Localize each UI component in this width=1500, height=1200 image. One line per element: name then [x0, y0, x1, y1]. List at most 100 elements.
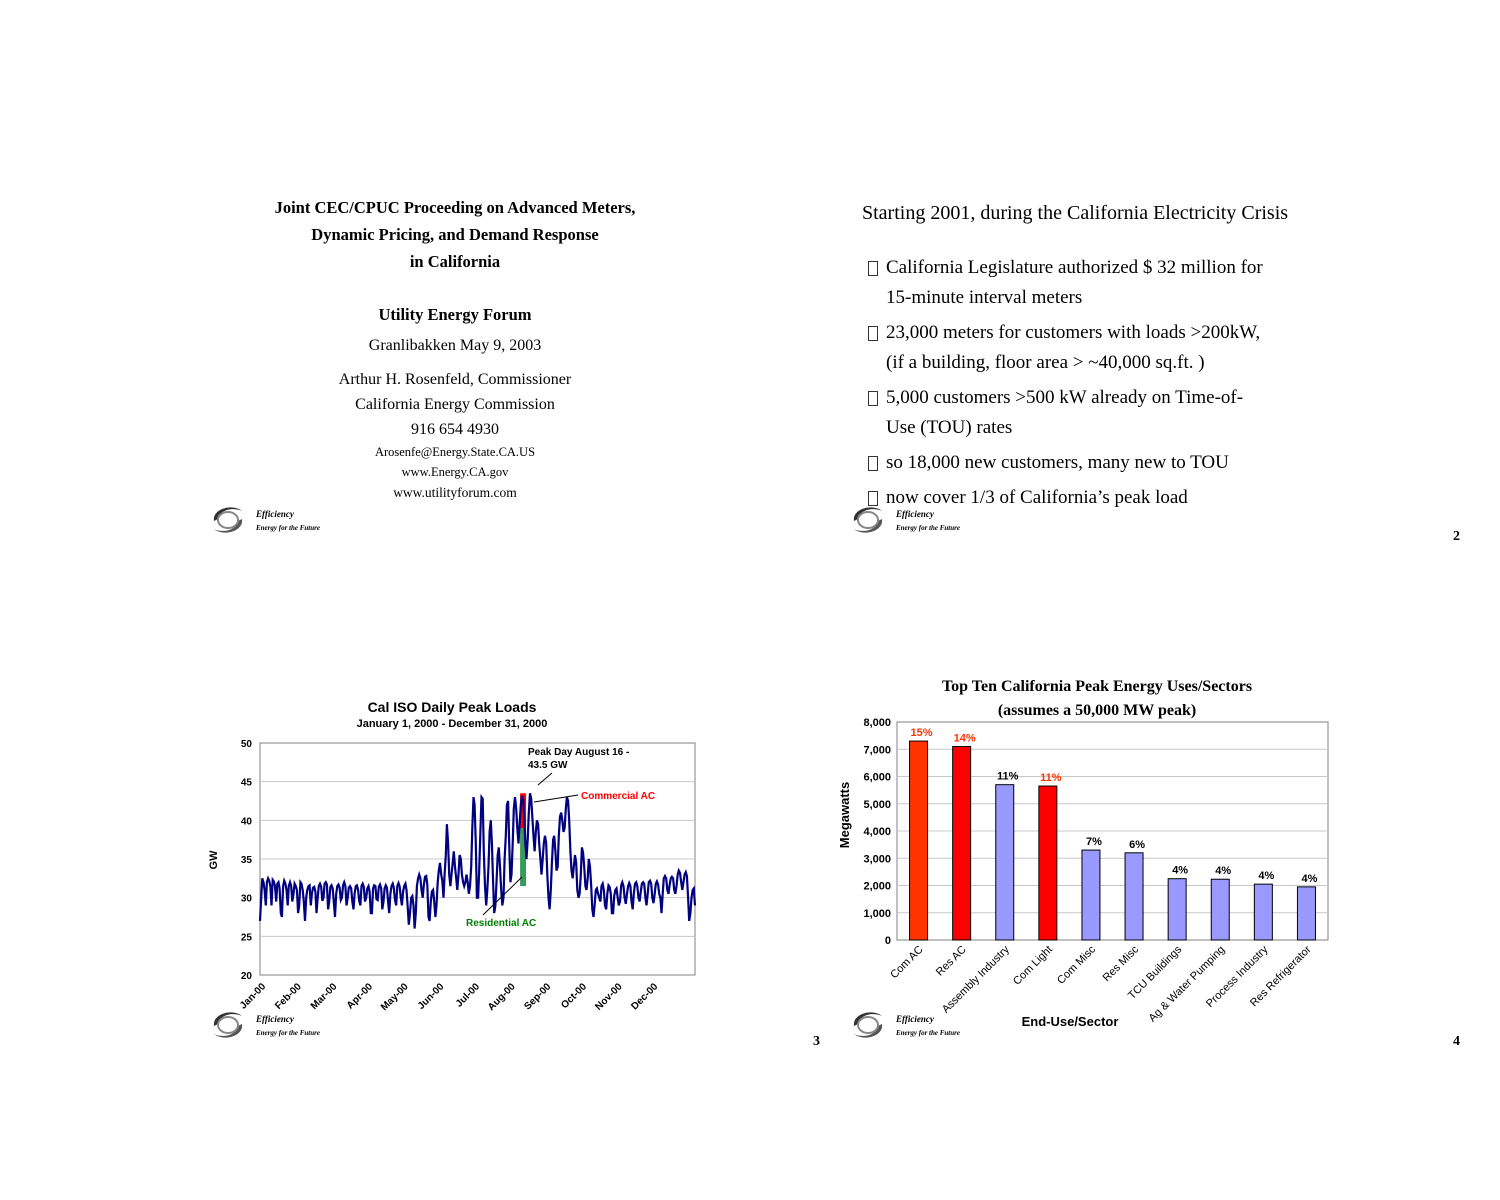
swirl-logo-icon	[213, 507, 243, 533]
logo-text-efficiency: Efficiency	[256, 509, 294, 519]
bar	[1081, 849, 1101, 941]
bullet-item: California Legislature authorized $ 32 m…	[868, 253, 1318, 313]
y-tick-label: 6,000	[863, 772, 891, 784]
bullet-item: 5,000 customers >500 kW already on Time-…	[868, 383, 1318, 443]
bar-value-label: 4%	[1172, 865, 1188, 877]
bar-value-label: 4%	[1301, 873, 1317, 885]
bar-value-label: 6%	[1129, 839, 1145, 851]
title-line-1: Joint CEC/CPUC Proceeding on Advanced Me…	[274, 198, 636, 217]
logo-text-tagline: Energy for the Future	[256, 524, 320, 532]
swirl-logo-icon	[213, 1012, 243, 1038]
bullet-box-icon	[868, 491, 878, 506]
bar-value-label: 7%	[1086, 836, 1102, 848]
bar-value-label: 14%	[954, 733, 976, 745]
title-line-3: in California	[409, 252, 501, 271]
slide-3: Cal ISO Daily Peak Loads January 1, 2000…	[180, 655, 870, 1075]
slide2-title: Starting 2001, during the California Ele…	[862, 202, 1289, 224]
x-tick-label: Com Light	[1011, 944, 1055, 988]
bullet-text: 5,000 customers >500 kW already on Time-…	[886, 387, 1244, 408]
y-tick-label: 45	[241, 778, 253, 789]
x-tick-label: Sep-00	[522, 981, 553, 1012]
bar-value-label: 11%	[997, 771, 1019, 783]
bullet-box-icon	[868, 261, 878, 276]
peak-day-annotation-value: 43.5 GW	[528, 760, 568, 771]
bullet-text: 23,000 meters for customers with loads >…	[886, 322, 1261, 343]
cal-iso-peak-load-chart: Cal ISO Daily Peak Loads January 1, 2000…	[208, 699, 697, 1013]
y-tick-label: 3,000	[863, 853, 891, 865]
presenter-name: Arthur H. Rosenfeld, Commissioner	[338, 371, 572, 388]
bar	[952, 746, 972, 941]
bullet-text: California Legislature authorized $ 32 m…	[886, 257, 1263, 278]
swirl-logo-icon	[853, 507, 883, 533]
bullet-text: so 18,000 new customers, many new to TOU	[886, 452, 1229, 473]
logo-text-tagline: Energy for the Future	[896, 1029, 960, 1037]
x-tick-label: Oct-00	[559, 981, 589, 1011]
bar-value-label: 15%	[911, 727, 933, 739]
bar-value-label: 11%	[1040, 772, 1062, 784]
slide-2: Starting 2001, during the California Ele…	[820, 150, 1500, 570]
x-tick-label: Dec-00	[629, 981, 660, 1012]
x-tick-label: Com AC	[888, 944, 925, 981]
x-tick-label: Ag & Water Pumping	[1147, 944, 1228, 1025]
top-ten-peak-uses-chart: Top Ten California Peak Energy Uses/Sect…	[837, 678, 1329, 1029]
bullet-item: now cover 1/3 of California’s peak load	[868, 483, 1318, 513]
efficiency-logo: Efficiency Energy for the Future	[208, 501, 388, 543]
x-tick-label: Aug-00	[486, 981, 518, 1013]
page-number: 3	[813, 1034, 820, 1049]
peak-arrow	[537, 772, 553, 786]
bullet-item: 23,000 meters for customers with loads >…	[868, 318, 1318, 378]
chart1-subtitle: January 1, 2000 - December 31, 2000	[357, 718, 548, 730]
bar	[995, 784, 1015, 941]
bullet-text: Use (TOU) rates	[886, 417, 1013, 438]
y-tick-label: 30	[241, 894, 253, 905]
slide1-title: Joint CEC/CPUC Proceeding on Advanced Me…	[260, 194, 650, 275]
residential-ac-annotation: Residential AC	[466, 918, 536, 929]
bullet-text: (if a building, floor area > ~40,000 sq.…	[886, 352, 1205, 373]
chart1-series-line	[258, 793, 697, 929]
slide-1: Joint CEC/CPUC Proceeding on Advanced Me…	[180, 150, 870, 570]
organization: California Energy Commission	[355, 396, 555, 413]
bullet-text: now cover 1/3 of California’s peak load	[886, 487, 1188, 508]
chart2-title: Top Ten California Peak Energy Uses/Sect…	[942, 678, 1252, 695]
swirl-logo-icon	[853, 1012, 883, 1038]
logo-text-tagline: Energy for the Future	[896, 524, 960, 532]
bar	[1210, 878, 1230, 941]
logo-text-efficiency: Efficiency	[896, 509, 934, 519]
bullet-box-icon	[868, 326, 878, 341]
x-tick-label: Res AC	[934, 944, 969, 979]
y-tick-label: 1,000	[863, 908, 891, 920]
bar	[1296, 886, 1316, 941]
efficiency-logo: Efficiency Energy for the Future	[848, 1006, 1028, 1048]
peak-day-annotation: Peak Day August 16 -	[528, 747, 629, 758]
y-tick-label: 50	[241, 739, 253, 750]
bar	[1038, 785, 1058, 941]
page-number: 4	[1453, 1034, 1460, 1049]
phone-number: 916 654 4930	[411, 421, 499, 438]
logo-text-efficiency: Efficiency	[896, 1014, 934, 1024]
chart2-xlabel: End-Use/Sector	[1022, 1014, 1119, 1029]
x-tick-label: Com Misc	[1055, 943, 1098, 986]
bar-value-label: 4%	[1258, 870, 1274, 882]
x-tick-label: Nov-00	[593, 981, 625, 1013]
bullet-text: 15-minute interval meters	[886, 287, 1083, 308]
chart2-subtitle: (assumes a 50,000 MW peak)	[998, 702, 1196, 719]
website-forum: www.utilityforum.com	[393, 485, 517, 500]
efficiency-logo: Efficiency Energy for the Future	[848, 501, 1028, 543]
y-tick-label: 25	[241, 932, 253, 943]
y-tick-label: 2,000	[863, 881, 891, 893]
bullet-list: California Legislature authorized $ 32 m…	[868, 253, 1318, 518]
x-tick-label: Jul-00	[454, 981, 483, 1010]
email-address: Arosenfe@Energy.State.CA.US	[374, 445, 536, 459]
bar	[1124, 852, 1144, 941]
commercial-arrow	[533, 794, 579, 803]
y-tick-label: 4,000	[863, 826, 891, 838]
bullet-item: so 18,000 new customers, many new to TOU	[868, 448, 1318, 478]
y-tick-label: 7,000	[863, 744, 891, 756]
residential-ac-bar	[520, 828, 527, 887]
y-tick-label: 40	[241, 816, 253, 827]
bullet-box-icon	[868, 456, 878, 471]
bar	[909, 740, 929, 941]
residential-arrow	[482, 876, 523, 916]
page-number: 2	[1453, 529, 1460, 544]
website-energy: www.Energy.CA.gov	[401, 465, 509, 479]
